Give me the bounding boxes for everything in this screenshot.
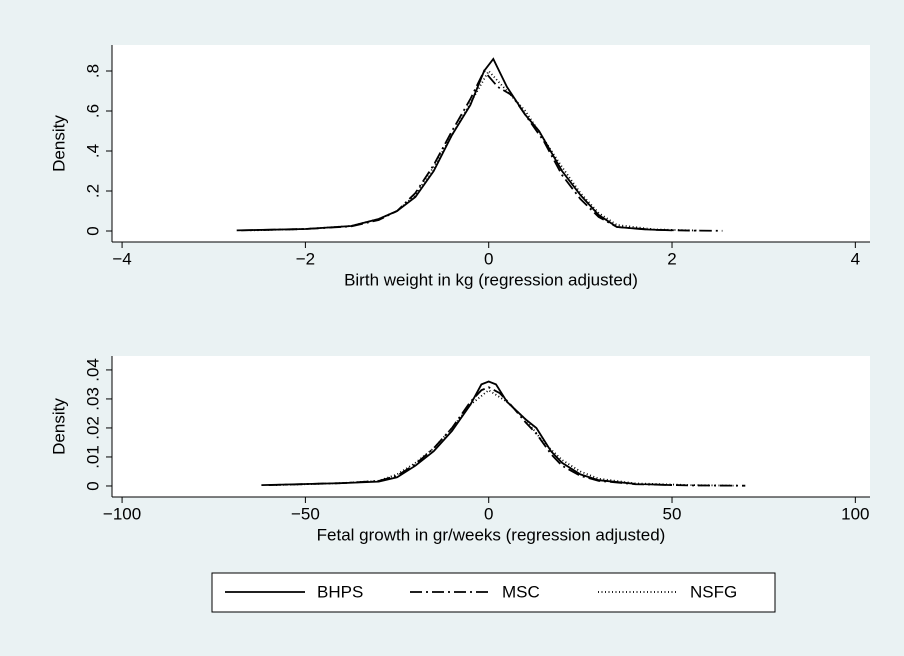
y-tick-label: 0: [83, 226, 102, 235]
x-tick-label: −4: [112, 249, 131, 268]
y-tick-label: .6: [83, 104, 102, 118]
x-tick-label: −100: [103, 504, 141, 523]
x-axis-title: Fetal growth in gr/weeks (regression adj…: [317, 525, 666, 544]
legend-label: BHPS: [317, 582, 363, 601]
y-axis-title: Density: [49, 398, 68, 455]
x-axis-title: Birth weight in kg (regression adjusted): [344, 270, 638, 289]
x-tick-label: −50: [291, 504, 320, 523]
x-tick-label: 2: [667, 249, 676, 268]
density-line: [250, 69, 700, 232]
y-tick-label: .2: [83, 184, 102, 198]
y-tick-label: .04: [83, 358, 102, 382]
density-line: [261, 380, 673, 486]
plot-area: [112, 356, 870, 497]
x-tick-label: 100: [841, 504, 869, 523]
y-tick-label: .03: [83, 387, 102, 411]
y-tick-label: .02: [83, 416, 102, 440]
y-tick-label: 0: [83, 481, 102, 490]
y-axis-title: Density: [49, 115, 68, 172]
x-tick-label: 50: [663, 504, 682, 523]
y-tick-label: .8: [83, 64, 102, 78]
legend-label: NSFG: [690, 582, 737, 601]
legend-label: MSC: [502, 582, 540, 601]
x-tick-label: −2: [296, 249, 315, 268]
density-line: [268, 386, 746, 487]
x-tick-label: 0: [484, 504, 493, 523]
x-tick-label: 4: [851, 249, 860, 268]
plot-area: [112, 45, 870, 242]
y-tick-label: .01: [83, 445, 102, 469]
x-tick-label: 0: [484, 249, 493, 268]
legend-box: [211, 572, 776, 613]
y-tick-label: .4: [83, 144, 102, 158]
